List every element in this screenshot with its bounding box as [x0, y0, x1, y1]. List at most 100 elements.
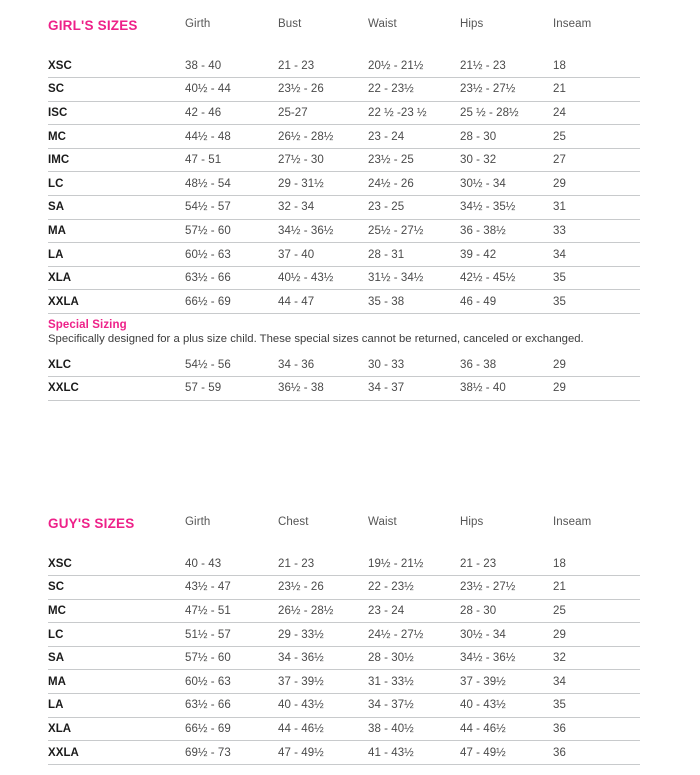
- bust-value: 36½ - 38: [278, 382, 324, 395]
- girth-value: 57½ - 60: [185, 652, 231, 665]
- bust-value: 27½ - 30: [278, 154, 324, 167]
- girth-value: 40½ - 44: [185, 83, 231, 96]
- bust-value: 26½ - 28½: [278, 130, 334, 143]
- inseam-value: 29: [553, 382, 566, 395]
- girth-value: 63½ - 66: [185, 272, 231, 285]
- chest-value: 34 - 36½: [278, 652, 324, 665]
- inseam-value: 34: [553, 248, 566, 261]
- inseam-value: 29: [553, 177, 566, 190]
- bust-value: 40½ - 43½: [278, 272, 334, 285]
- girth-value: 66½ - 69: [185, 295, 231, 308]
- inseam-value: 18: [553, 557, 566, 570]
- waist-value: 35 - 38: [368, 295, 405, 308]
- waist-value: 31½ - 34½: [368, 272, 424, 285]
- hips-value: 42½ - 45½: [460, 272, 516, 285]
- chest-value: 40 - 43½: [278, 699, 324, 712]
- hips-value: 21½ - 23: [460, 59, 506, 72]
- table-row: XSC 40 - 43 21 - 23 19½ - 21½ 21 - 23 18: [48, 552, 640, 576]
- waist-value: 34 - 37: [368, 382, 405, 395]
- hips-value: 30½ - 34: [460, 628, 506, 641]
- girth-value: 54½ - 57: [185, 201, 231, 214]
- chest-value: 29 - 33½: [278, 628, 324, 641]
- hips-value: 36 - 38: [460, 358, 497, 371]
- waist-value: 38 - 40½: [368, 722, 414, 735]
- size-label: ISC: [48, 106, 68, 119]
- guys-sizes-section: GUY'S SIZES Girth Chest Waist Hips Insea…: [48, 512, 640, 765]
- special-sizing-heading: Special Sizing: [48, 319, 127, 331]
- girth-value: 43½ - 47: [185, 581, 231, 594]
- chest-value: 21 - 23: [278, 557, 315, 570]
- table-row: SA 57½ - 60 34 - 36½ 28 - 30½ 34½ - 36½ …: [48, 646, 640, 670]
- special-sizing-section: Special Sizing Specifically designed for…: [48, 318, 640, 401]
- inseam-value: 21: [553, 581, 566, 594]
- size-label: MC: [48, 604, 66, 617]
- hips-value: 36 - 38½: [460, 224, 506, 237]
- hips-value: 28 - 30: [460, 604, 497, 617]
- waist-value: 23 - 24: [368, 130, 405, 143]
- table-row: LC 48½ - 54 29 - 31½ 24½ - 26 30½ - 34 2…: [48, 172, 640, 196]
- inseam-value: 34: [553, 675, 566, 688]
- size-label: LC: [48, 177, 64, 190]
- waist-value: 25½ - 27½: [368, 224, 424, 237]
- waist-value: 22 - 23½: [368, 83, 414, 96]
- inseam-value: 31: [553, 201, 566, 214]
- girth-value: 42 - 46: [185, 106, 222, 119]
- guys-column-header-hips: Hips: [460, 516, 484, 528]
- table-row: ISC 42 - 46 25-27 22 ½ -23 ½ 25 ½ - 28½ …: [48, 101, 640, 125]
- hips-value: 39 - 42: [460, 248, 497, 261]
- chest-value: 47 - 49½: [278, 746, 324, 759]
- table-row: MC 47½ - 51 26½ - 28½ 23 - 24 28 - 30 25: [48, 599, 640, 623]
- girth-value: 48½ - 54: [185, 177, 231, 190]
- size-label: XLA: [48, 272, 72, 285]
- guys-section-title: GUY'S SIZES: [48, 516, 135, 531]
- size-label: MC: [48, 130, 66, 143]
- hips-value: 37 - 39½: [460, 675, 506, 688]
- table-row: XSC 38 - 40 21 - 23 20½ - 21½ 21½ - 23 1…: [48, 54, 640, 78]
- hips-value: 34½ - 36½: [460, 652, 516, 665]
- size-label: XXLC: [48, 382, 79, 395]
- bust-value: 23½ - 26: [278, 83, 324, 96]
- table-row: SA 54½ - 57 32 - 34 23 - 25 34½ - 35½ 31: [48, 196, 640, 220]
- hips-value: 30 - 32: [460, 154, 497, 167]
- waist-value: 23½ - 25: [368, 154, 414, 167]
- chest-value: 23½ - 26: [278, 581, 324, 594]
- waist-value: 28 - 31: [368, 248, 405, 261]
- waist-value: 30 - 33: [368, 358, 405, 371]
- girls-column-header-waist: Waist: [368, 18, 397, 30]
- hips-value: 28 - 30: [460, 130, 497, 143]
- hips-value: 47 - 49½: [460, 746, 506, 759]
- table-row: LA 63½ - 66 40 - 43½ 34 - 37½ 40 - 43½ 3…: [48, 694, 640, 718]
- girls-column-header-inseam: Inseam: [553, 18, 592, 30]
- size-label: SA: [48, 201, 65, 214]
- girls-column-header-girth: Girth: [185, 18, 211, 30]
- chest-value: 37 - 39½: [278, 675, 324, 688]
- table-row: SC 40½ - 44 23½ - 26 22 - 23½ 23½ - 27½ …: [48, 78, 640, 102]
- girth-value: 47 - 51: [185, 154, 222, 167]
- hips-value: 40 - 43½: [460, 699, 506, 712]
- hips-value: 34½ - 35½: [460, 201, 516, 214]
- chest-value: 26½ - 28½: [278, 604, 334, 617]
- girth-value: 57 - 59: [185, 382, 222, 395]
- size-label: XSC: [48, 59, 72, 72]
- inseam-value: 36: [553, 722, 566, 735]
- girth-value: 54½ - 56: [185, 358, 231, 371]
- girth-value: 66½ - 69: [185, 722, 231, 735]
- inseam-value: 35: [553, 272, 566, 285]
- guys-column-header-inseam: Inseam: [553, 516, 592, 528]
- guys-column-header-chest: Chest: [278, 516, 309, 528]
- inseam-value: 18: [553, 59, 566, 72]
- inseam-value: 25: [553, 130, 566, 143]
- girth-value: 40 - 43: [185, 557, 222, 570]
- special-sizing-note: Specifically designed for a plus size ch…: [48, 333, 584, 345]
- waist-value: 19½ - 21½: [368, 557, 424, 570]
- girth-value: 57½ - 60: [185, 224, 231, 237]
- inseam-value: 36: [553, 746, 566, 759]
- inseam-value: 33: [553, 224, 566, 237]
- table-row: XLC 54½ - 56 34 - 36 30 - 33 36 - 38 29: [48, 353, 640, 377]
- bust-value: 34 - 36: [278, 358, 315, 371]
- special-sizing-table: XLC 54½ - 56 34 - 36 30 - 33 36 - 38 29 …: [48, 353, 640, 401]
- girth-value: 63½ - 66: [185, 699, 231, 712]
- guys-table-header-row: GUY'S SIZES Girth Chest Waist Hips Insea…: [48, 512, 640, 552]
- girls-size-table: GIRL'S SIZES Girth Bust Waist Hips Insea…: [48, 14, 640, 314]
- inseam-value: 21: [553, 83, 566, 96]
